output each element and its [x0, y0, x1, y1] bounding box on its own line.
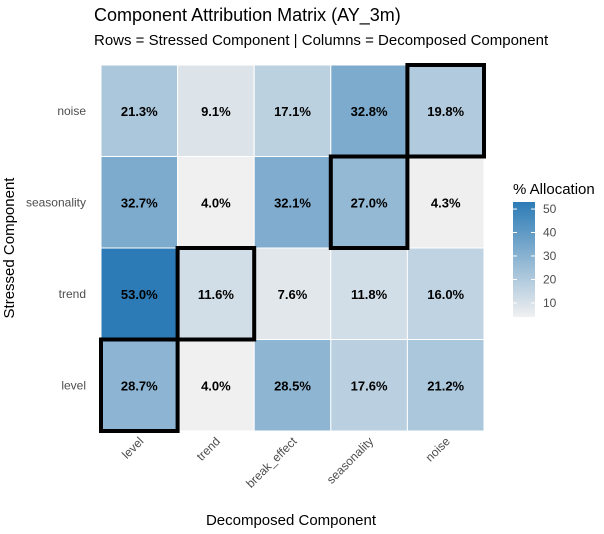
cell-value-label: 53.0% — [121, 287, 158, 302]
legend-tick-label: 30 — [543, 249, 557, 263]
heatmap-cell — [330, 247, 408, 340]
cell-value-label: 32.1% — [274, 195, 311, 210]
heatmap-cell — [406, 247, 485, 340]
heatmap-cell — [100, 64, 179, 157]
cell-value-label: 28.5% — [274, 378, 311, 393]
heatmap-cell — [253, 156, 332, 249]
x-tick-label: trend — [194, 434, 223, 463]
heatmap-cells — [100, 64, 485, 432]
y-axis-title: Stressed Component — [1, 177, 18, 319]
highlight-box — [405, 63, 486, 159]
x-tick-label: break_effect — [243, 434, 300, 491]
diagonal-highlights — [99, 63, 486, 433]
cell-value-label: 4.0% — [201, 195, 231, 210]
cell-value-label: 21.2% — [427, 378, 464, 393]
heatmap-cell — [330, 64, 408, 157]
heatmap-cell — [406, 156, 485, 249]
heatmap-cell — [330, 339, 408, 432]
legend-title: % Allocation — [513, 181, 595, 198]
cell-value-label: 32.8% — [351, 104, 388, 119]
cell-value-label: 4.3% — [431, 195, 461, 210]
legend-tick-label: 40 — [543, 226, 557, 240]
cell-value-label: 7.6% — [278, 287, 308, 302]
heatmap-cell — [177, 156, 255, 249]
y-tick-label: level — [61, 378, 86, 392]
legend-tick-label: 50 — [543, 202, 557, 216]
cell-value-label: 27.0% — [351, 195, 388, 210]
y-tick-label: noise — [57, 104, 86, 118]
x-axis-title: Decomposed Component — [206, 512, 377, 529]
y-tick-label: seasonality — [26, 195, 86, 209]
heatmap-cell — [177, 64, 255, 157]
highlight-box — [99, 337, 180, 433]
y-tick-label: trend — [59, 287, 86, 301]
cell-value-label: 19.8% — [427, 104, 464, 119]
highlight-box — [175, 246, 257, 342]
chart-subtitle: Rows = Stressed Component | Columns = De… — [94, 32, 549, 49]
x-tick-label: level — [119, 434, 146, 461]
cell-value-label: 21.3% — [121, 104, 158, 119]
heatmap-cell — [406, 64, 485, 157]
y-axis-ticks: level trend seasonality noise — [26, 104, 86, 393]
cell-value-label: 9.1% — [201, 104, 231, 119]
x-axis-ticks: level trend break_effect seasonality noise — [119, 434, 453, 491]
legend-color-bar — [513, 202, 535, 317]
cell-value-label: 17.6% — [351, 378, 388, 393]
cell-value-label: 32.7% — [121, 195, 158, 210]
heatmap-cell — [100, 339, 179, 432]
heatmap-cell-labels: 28.7% 4.0% 28.5% 17.6% 21.2% 53.0% 11.6% 7.6% 11… — [121, 104, 465, 394]
legend-tick-label: 10 — [543, 296, 557, 310]
cell-value-label: 4.0% — [201, 378, 231, 393]
cell-value-label: 11.8% — [351, 287, 388, 302]
x-tick-label: noise — [423, 434, 453, 464]
cell-value-label: 16.0% — [427, 287, 464, 302]
heatmap-cell — [177, 339, 255, 432]
color-legend: % Allocation 10 20 30 40 50 — [513, 181, 595, 317]
chart-title: Component Attribution Matrix (AY_3m) — [94, 5, 401, 26]
x-tick-label: seasonality — [324, 434, 376, 486]
highlight-box — [328, 154, 410, 250]
heatmap-cell — [100, 247, 179, 340]
legend-ticks: 10 20 30 40 50 — [513, 202, 557, 310]
heatmap-cell — [406, 339, 485, 432]
legend-tick-label: 20 — [543, 272, 557, 286]
cell-value-label: 28.7% — [121, 378, 158, 393]
heatmap-cell — [253, 64, 332, 157]
cell-value-label: 11.6% — [198, 287, 235, 302]
cell-value-label: 17.1% — [274, 104, 311, 119]
